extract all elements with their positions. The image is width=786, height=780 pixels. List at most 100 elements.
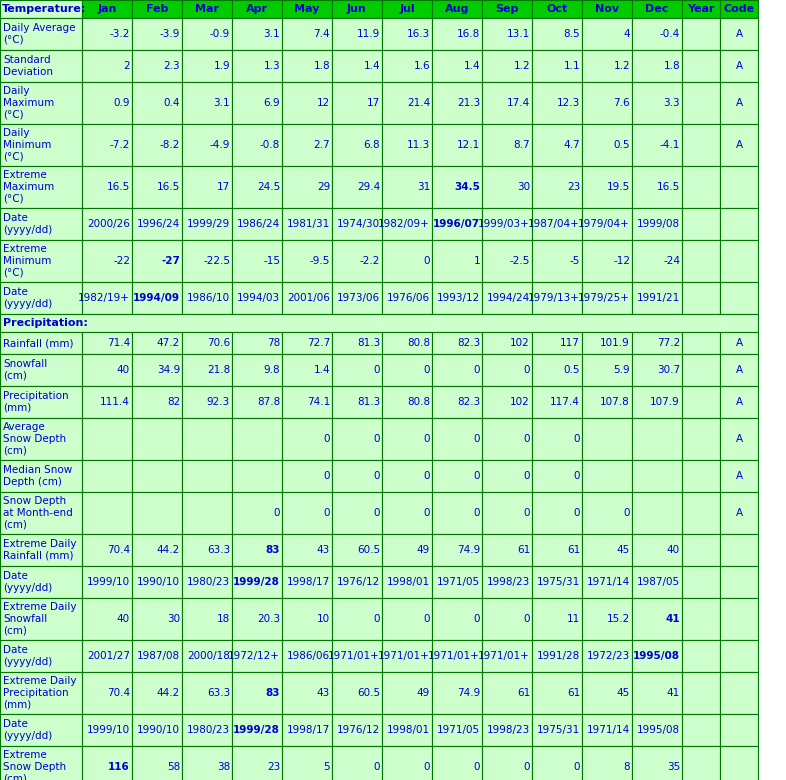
Text: Date
(yyyy/dd): Date (yyyy/dd): [3, 571, 52, 593]
Text: 107.8: 107.8: [601, 397, 630, 407]
Bar: [682, 240, 720, 282]
Bar: [332, 124, 382, 166]
Bar: [632, 714, 682, 746]
Text: 0.9: 0.9: [113, 98, 130, 108]
Text: Dec: Dec: [645, 4, 669, 14]
Text: 1990/10: 1990/10: [137, 725, 180, 735]
Text: 20.3: 20.3: [257, 614, 280, 624]
Text: 1981/31: 1981/31: [287, 219, 330, 229]
Text: 41: 41: [667, 688, 680, 698]
Bar: [182, 714, 232, 746]
Bar: [232, 240, 282, 282]
Bar: [432, 50, 482, 82]
Text: 1979/13+: 1979/13+: [528, 293, 580, 303]
Text: 71.4: 71.4: [107, 338, 130, 348]
Text: 2000/26: 2000/26: [87, 219, 130, 229]
Bar: [232, 746, 282, 780]
Text: 0: 0: [424, 434, 430, 444]
Bar: [382, 418, 432, 460]
Bar: [582, 240, 632, 282]
Bar: [720, 640, 758, 672]
Text: 11.3: 11.3: [406, 140, 430, 150]
Bar: [182, 492, 232, 534]
Bar: [282, 82, 332, 124]
Bar: [432, 354, 482, 386]
Text: 17: 17: [217, 182, 230, 192]
Text: -22: -22: [113, 256, 130, 266]
Bar: [532, 354, 582, 386]
Bar: [632, 746, 682, 780]
Bar: [132, 386, 182, 418]
Bar: [432, 418, 482, 460]
Bar: [232, 50, 282, 82]
Bar: [682, 354, 720, 386]
Bar: [0, 18, 82, 50]
Bar: [432, 82, 482, 124]
Bar: [720, 460, 758, 492]
Text: 18: 18: [217, 614, 230, 624]
Text: 117: 117: [560, 338, 580, 348]
Bar: [332, 386, 382, 418]
Bar: [482, 0, 532, 18]
Bar: [532, 386, 582, 418]
Bar: [132, 746, 182, 780]
Text: 61: 61: [516, 688, 530, 698]
Bar: [632, 124, 682, 166]
Bar: [82, 598, 132, 640]
Bar: [482, 332, 532, 354]
Text: 29.4: 29.4: [357, 182, 380, 192]
Text: 17.4: 17.4: [507, 98, 530, 108]
Text: 0: 0: [373, 508, 380, 518]
Text: 0: 0: [424, 614, 430, 624]
Bar: [382, 640, 432, 672]
Text: 44.2: 44.2: [156, 545, 180, 555]
Bar: [432, 240, 482, 282]
Bar: [432, 460, 482, 492]
Bar: [232, 386, 282, 418]
Text: 0: 0: [523, 365, 530, 375]
Text: A: A: [736, 98, 743, 108]
Text: 3.1: 3.1: [263, 29, 280, 39]
Text: 1971/05: 1971/05: [437, 577, 480, 587]
Text: 1993/12: 1993/12: [437, 293, 480, 303]
Text: 11.9: 11.9: [357, 29, 380, 39]
Text: -8.2: -8.2: [160, 140, 180, 150]
Bar: [82, 714, 132, 746]
Bar: [720, 240, 758, 282]
Text: A: A: [736, 29, 743, 39]
Text: -5: -5: [570, 256, 580, 266]
Bar: [282, 460, 332, 492]
Bar: [632, 50, 682, 82]
Text: Code: Code: [723, 4, 755, 14]
Text: 1972/12+: 1972/12+: [228, 651, 280, 661]
Text: Date
(yyyy/dd): Date (yyyy/dd): [3, 719, 52, 741]
Text: 1995/08: 1995/08: [633, 651, 680, 661]
Bar: [132, 50, 182, 82]
Text: -4.9: -4.9: [210, 140, 230, 150]
Bar: [582, 534, 632, 566]
Bar: [532, 282, 582, 314]
Bar: [282, 418, 332, 460]
Bar: [532, 566, 582, 598]
Text: 1994/03: 1994/03: [237, 293, 280, 303]
Bar: [332, 18, 382, 50]
Text: 83: 83: [266, 545, 280, 555]
Bar: [682, 208, 720, 240]
Bar: [132, 124, 182, 166]
Text: 1998/23: 1998/23: [487, 577, 530, 587]
Bar: [282, 354, 332, 386]
Text: 80.8: 80.8: [407, 338, 430, 348]
Text: 1991/28: 1991/28: [537, 651, 580, 661]
Bar: [532, 50, 582, 82]
Text: 1976/12: 1976/12: [336, 725, 380, 735]
Bar: [182, 386, 232, 418]
Text: 80.8: 80.8: [407, 397, 430, 407]
Bar: [0, 672, 82, 714]
Text: 13.1: 13.1: [507, 29, 530, 39]
Bar: [182, 534, 232, 566]
Text: 74.9: 74.9: [457, 688, 480, 698]
Bar: [582, 354, 632, 386]
Text: 16.5: 16.5: [657, 182, 680, 192]
Bar: [532, 492, 582, 534]
Bar: [582, 492, 632, 534]
